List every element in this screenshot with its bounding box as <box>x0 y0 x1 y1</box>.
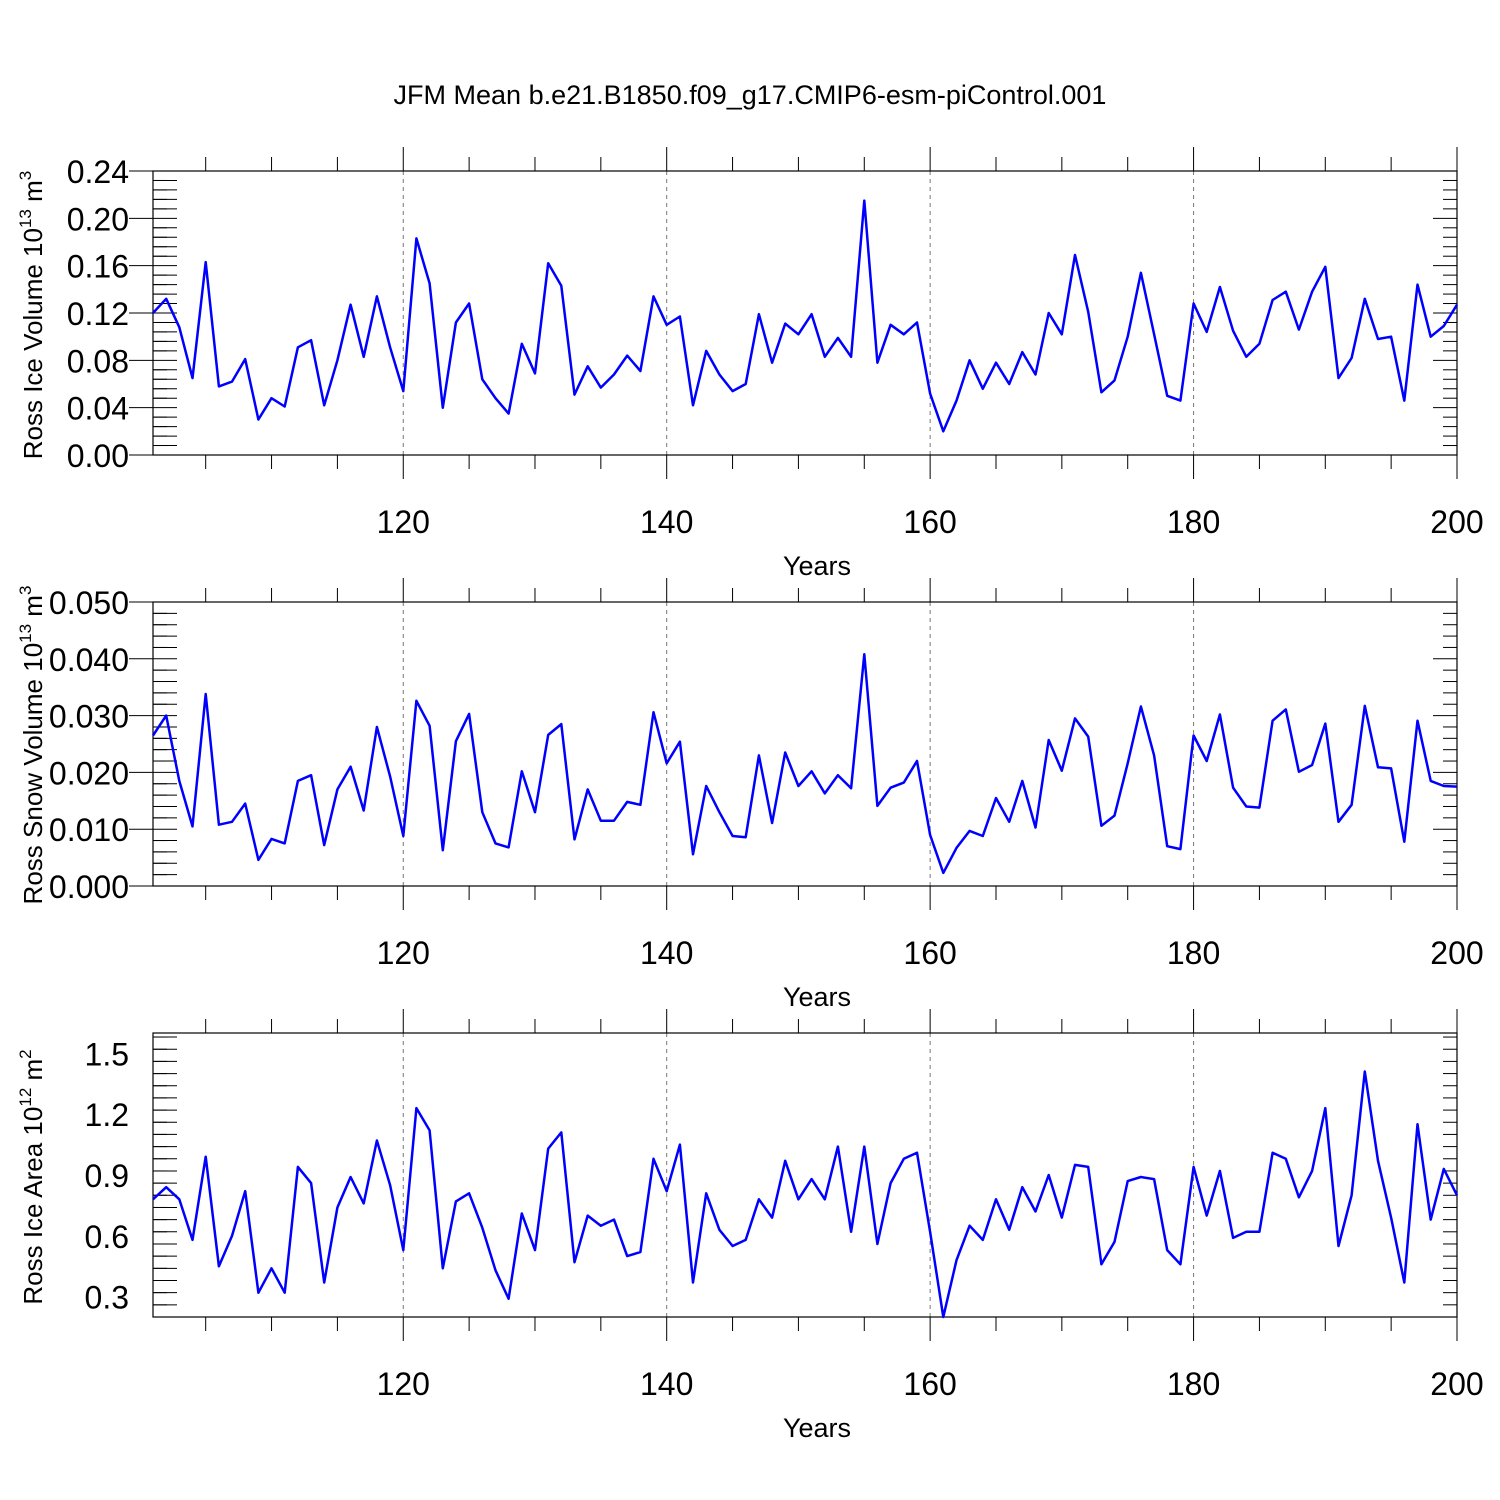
y-tick-label: 0.24 <box>67 154 129 190</box>
y-tick-label: 0.020 <box>49 755 129 791</box>
panel-1: 0.00 0.04 0.08 0.12 0.16 0.20 0.24 120 140 160 180… <box>16 147 1484 581</box>
y-tick-label: 0.3 <box>85 1280 129 1316</box>
x-tick-label: 120 <box>377 1366 430 1402</box>
y-tick-label: 0.030 <box>49 699 129 735</box>
y-axis-label: Ross Ice Volume 1013 m3 <box>16 171 48 460</box>
x-axis-label: Years <box>783 551 851 581</box>
x-tick-label: 160 <box>903 935 956 971</box>
series-line <box>152 1070 1459 1319</box>
plot-frame <box>152 601 1458 887</box>
y-tick-label: 0.040 <box>49 642 129 678</box>
y-tick-label: 0.12 <box>67 296 129 332</box>
y-tick-label: 0.20 <box>67 201 129 237</box>
y-axis-label: Ross Snow Volume 1013 m3 <box>16 586 48 905</box>
x-tick-label: 200 <box>1430 504 1483 540</box>
x-tick-label: 160 <box>903 1366 956 1402</box>
y-tick-label: 0.010 <box>49 812 129 848</box>
panel-2: 0.000 0.010 0.020 0.030 0.040 0.050 120 140 160 1… <box>16 578 1484 1012</box>
y-tick-label: 0.6 <box>85 1219 129 1255</box>
y-axis-label: Ross Ice Area 1012 m2 <box>16 1049 48 1304</box>
y-tick-label: 0.04 <box>67 391 129 427</box>
x-tick-label: 120 <box>377 935 430 971</box>
y-tick-label: 1.2 <box>85 1097 129 1133</box>
x-tick-label: 120 <box>377 504 430 540</box>
x-axis-label: Years <box>783 1413 851 1443</box>
series-line <box>152 199 1459 433</box>
x-tick-label: 140 <box>640 935 693 971</box>
x-axis-label: Years <box>783 982 851 1012</box>
series-line <box>151 653 1458 875</box>
y-tick-label: 1.5 <box>85 1036 129 1072</box>
x-tick-label: 140 <box>640 1366 693 1402</box>
x-tick-label: 180 <box>1167 504 1220 540</box>
page-title: JFM Mean b.e21.B1850.f09_g17.CMIP6-esm-p… <box>393 80 1107 110</box>
x-tick-label: 140 <box>640 504 693 540</box>
y-tick-label: 0.00 <box>67 438 129 474</box>
x-tick-label: 200 <box>1430 1366 1483 1402</box>
x-tick-label: 200 <box>1430 935 1483 971</box>
y-tick-label: 0.16 <box>67 249 129 285</box>
y-tick-label: 0.08 <box>67 343 129 379</box>
y-tick-label: 0.000 <box>49 869 129 905</box>
x-tick-label: 180 <box>1167 935 1220 971</box>
x-tick-label: 160 <box>903 504 956 540</box>
y-tick-label: 0.050 <box>49 585 129 621</box>
panel-3: 0.3 0.6 0.9 1.2 1.5 120 140 160 180 200 Years Ross … <box>16 1009 1484 1443</box>
plot-frame <box>152 1032 1458 1318</box>
x-tick-label: 180 <box>1167 1366 1220 1402</box>
y-tick-label: 0.9 <box>85 1158 129 1194</box>
